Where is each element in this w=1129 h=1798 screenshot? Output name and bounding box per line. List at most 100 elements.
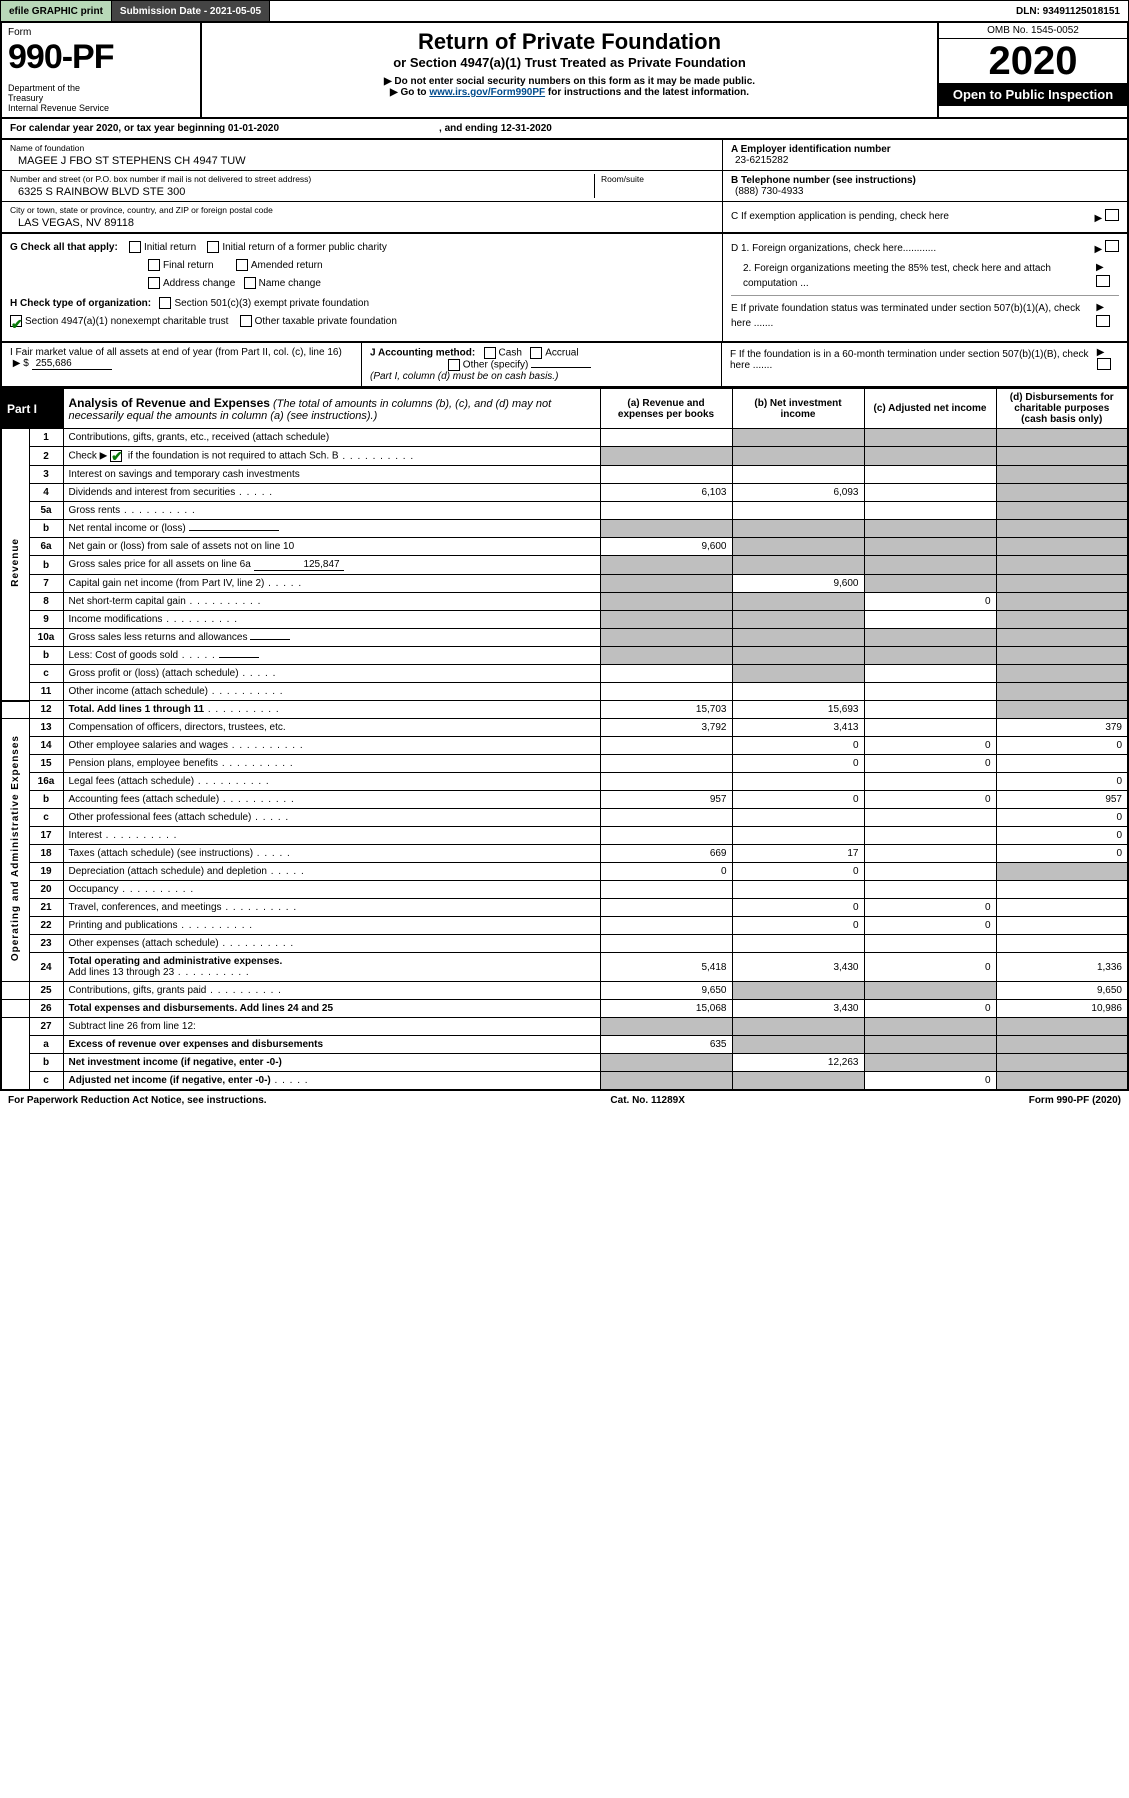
r6b-desc: Gross sales price for all assets on line… bbox=[63, 556, 600, 575]
footer-left: For Paperwork Reduction Act Notice, see … bbox=[8, 1095, 267, 1106]
row-2: 2 Check ▶ if the foundation is not requi… bbox=[1, 447, 1128, 466]
r7-num: 7 bbox=[29, 575, 63, 593]
cb-final-return[interactable] bbox=[148, 259, 160, 271]
r10c-num: c bbox=[29, 665, 63, 683]
i-value: 255,686 bbox=[32, 358, 112, 370]
header-note-1: ▶ Do not enter social security numbers o… bbox=[212, 76, 927, 87]
opt-initial-former: Initial return of a former public charit… bbox=[222, 242, 387, 253]
cb-cash[interactable] bbox=[484, 347, 496, 359]
note2-pre: ▶ Go to bbox=[390, 87, 429, 98]
r22-b: 0 bbox=[732, 917, 864, 935]
r21-c: 0 bbox=[864, 899, 996, 917]
row-21: 21 Travel, conferences, and meetings 00 bbox=[1, 899, 1128, 917]
r24-b: 3,430 bbox=[732, 953, 864, 982]
cb-accrual[interactable] bbox=[530, 347, 542, 359]
r26-b: 3,430 bbox=[732, 1000, 864, 1018]
r12-desc: Total. Add lines 1 through 11 bbox=[63, 701, 600, 719]
row-5b: b Net rental income or (loss) bbox=[1, 520, 1128, 538]
row-12: 12 Total. Add lines 1 through 11 15,703 … bbox=[1, 701, 1128, 719]
r16c-d: 0 bbox=[996, 809, 1128, 827]
row-9: 9 Income modifications bbox=[1, 611, 1128, 629]
row-7: 7 Capital gain net income (from Part IV,… bbox=[1, 575, 1128, 593]
cb-amended[interactable] bbox=[236, 259, 248, 271]
exemption-checkbox[interactable] bbox=[1105, 209, 1119, 221]
cb-sch-b[interactable] bbox=[110, 450, 122, 462]
row-27b: b Net investment income (if negative, en… bbox=[1, 1054, 1128, 1072]
cb-4947a1[interactable] bbox=[10, 315, 22, 327]
efile-print-button[interactable]: efile GRAPHIC print bbox=[1, 1, 112, 21]
cb-address-change[interactable] bbox=[148, 277, 160, 289]
col-c-header: (c) Adjusted net income bbox=[864, 389, 996, 429]
g-right: D 1. Foreign organizations, check here..… bbox=[722, 234, 1127, 341]
footer-right: Form 990-PF (2020) bbox=[1029, 1095, 1121, 1106]
d1-label: D 1. Foreign organizations, check here..… bbox=[731, 241, 936, 256]
cb-other-taxable[interactable] bbox=[240, 315, 252, 327]
cb-foreign-org[interactable] bbox=[1105, 240, 1119, 252]
dln: DLN: 93491125018151 bbox=[1008, 1, 1128, 21]
ein-row: A Employer identification number 23-6215… bbox=[723, 140, 1127, 171]
g-left: G Check all that apply: Initial return I… bbox=[2, 234, 722, 341]
tax-year: 2020 bbox=[939, 39, 1127, 83]
r8-c: 0 bbox=[864, 593, 996, 611]
r19-desc: Depreciation (attach schedule) and deple… bbox=[63, 863, 600, 881]
page-footer: For Paperwork Reduction Act Notice, see … bbox=[0, 1091, 1129, 1106]
cb-507b1a[interactable] bbox=[1096, 315, 1110, 327]
opt-initial: Initial return bbox=[144, 242, 196, 253]
opt-other-method: Other (specify) bbox=[463, 360, 529, 371]
d2-label: 2. Foreign organizations meeting the 85%… bbox=[731, 261, 1096, 291]
r20-num: 20 bbox=[29, 881, 63, 899]
city-label: City or town, state or province, country… bbox=[10, 205, 714, 215]
cb-other-method[interactable] bbox=[448, 359, 460, 371]
cb-initial-return[interactable] bbox=[129, 241, 141, 253]
r16a-desc: Legal fees (attach schedule) bbox=[63, 773, 600, 791]
cal-begin: For calendar year 2020, or tax year begi… bbox=[10, 123, 279, 134]
g-lead: G Check all that apply: bbox=[10, 242, 118, 253]
check-block: G Check all that apply: Initial return I… bbox=[0, 234, 1129, 343]
address-row: Number and street (or P.O. box number if… bbox=[2, 171, 722, 202]
opt-other-tax: Other taxable private foundation bbox=[255, 316, 397, 327]
r23-num: 23 bbox=[29, 935, 63, 953]
r10b-desc: Less: Cost of goods sold bbox=[63, 647, 600, 665]
calendar-year-row: For calendar year 2020, or tax year begi… bbox=[0, 119, 1129, 140]
r25-num: 25 bbox=[29, 982, 63, 1000]
r27c-num: c bbox=[29, 1072, 63, 1091]
cb-507b1b[interactable] bbox=[1097, 358, 1111, 370]
cb-501c3[interactable] bbox=[159, 297, 171, 309]
row-1: Revenue 1 Contributions, gifts, grants, … bbox=[1, 429, 1128, 447]
r15-desc: Pension plans, employee benefits bbox=[63, 755, 600, 773]
r22-c: 0 bbox=[864, 917, 996, 935]
form-number: 990-PF bbox=[8, 38, 194, 77]
r17-num: 17 bbox=[29, 827, 63, 845]
r5b-num: b bbox=[29, 520, 63, 538]
department: Department of theTreasuryInternal Revenu… bbox=[8, 83, 194, 113]
r3-num: 3 bbox=[29, 466, 63, 484]
col-b-header: (b) Net investment income bbox=[732, 389, 864, 429]
phone-label: B Telephone number (see instructions) bbox=[731, 175, 916, 186]
cb-85pct[interactable] bbox=[1096, 275, 1110, 287]
r19-b: 0 bbox=[732, 863, 864, 881]
r6a-desc: Net gain or (loss) from sale of assets n… bbox=[63, 538, 600, 556]
r18-a: 669 bbox=[600, 845, 732, 863]
f-label: F If the foundation is in a 60-month ter… bbox=[730, 349, 1097, 371]
header-left: Form 990-PF Department of theTreasuryInt… bbox=[2, 23, 202, 117]
r1-num: 1 bbox=[29, 429, 63, 447]
cb-initial-former[interactable] bbox=[207, 241, 219, 253]
r10a-num: 10a bbox=[29, 629, 63, 647]
r2-num: 2 bbox=[29, 447, 63, 466]
r10c-desc: Gross profit or (loss) (attach schedule) bbox=[63, 665, 600, 683]
cb-name-change[interactable] bbox=[244, 277, 256, 289]
row-5a: 5a Gross rents bbox=[1, 502, 1128, 520]
row-16a: 16a Legal fees (attach schedule) 0 bbox=[1, 773, 1128, 791]
instructions-link[interactable]: www.irs.gov/Form990PF bbox=[429, 87, 545, 98]
i-label: I Fair market value of all assets at end… bbox=[10, 347, 342, 358]
row-4: 4 Dividends and interest from securities… bbox=[1, 484, 1128, 502]
r5a-num: 5a bbox=[29, 502, 63, 520]
foundation-address: 6325 S RAINBOW BLVD STE 300 bbox=[10, 184, 594, 198]
row-15: 15 Pension plans, employee benefits 00 bbox=[1, 755, 1128, 773]
r4-b: 6,093 bbox=[732, 484, 864, 502]
r11-num: 11 bbox=[29, 683, 63, 701]
f-cell: F If the foundation is in a 60-month ter… bbox=[722, 343, 1127, 386]
row-27: 27 Subtract line 26 from line 12: bbox=[1, 1018, 1128, 1036]
row-19: 19 Depreciation (attach schedule) and de… bbox=[1, 863, 1128, 881]
r18-desc: Taxes (attach schedule) (see instruction… bbox=[63, 845, 600, 863]
